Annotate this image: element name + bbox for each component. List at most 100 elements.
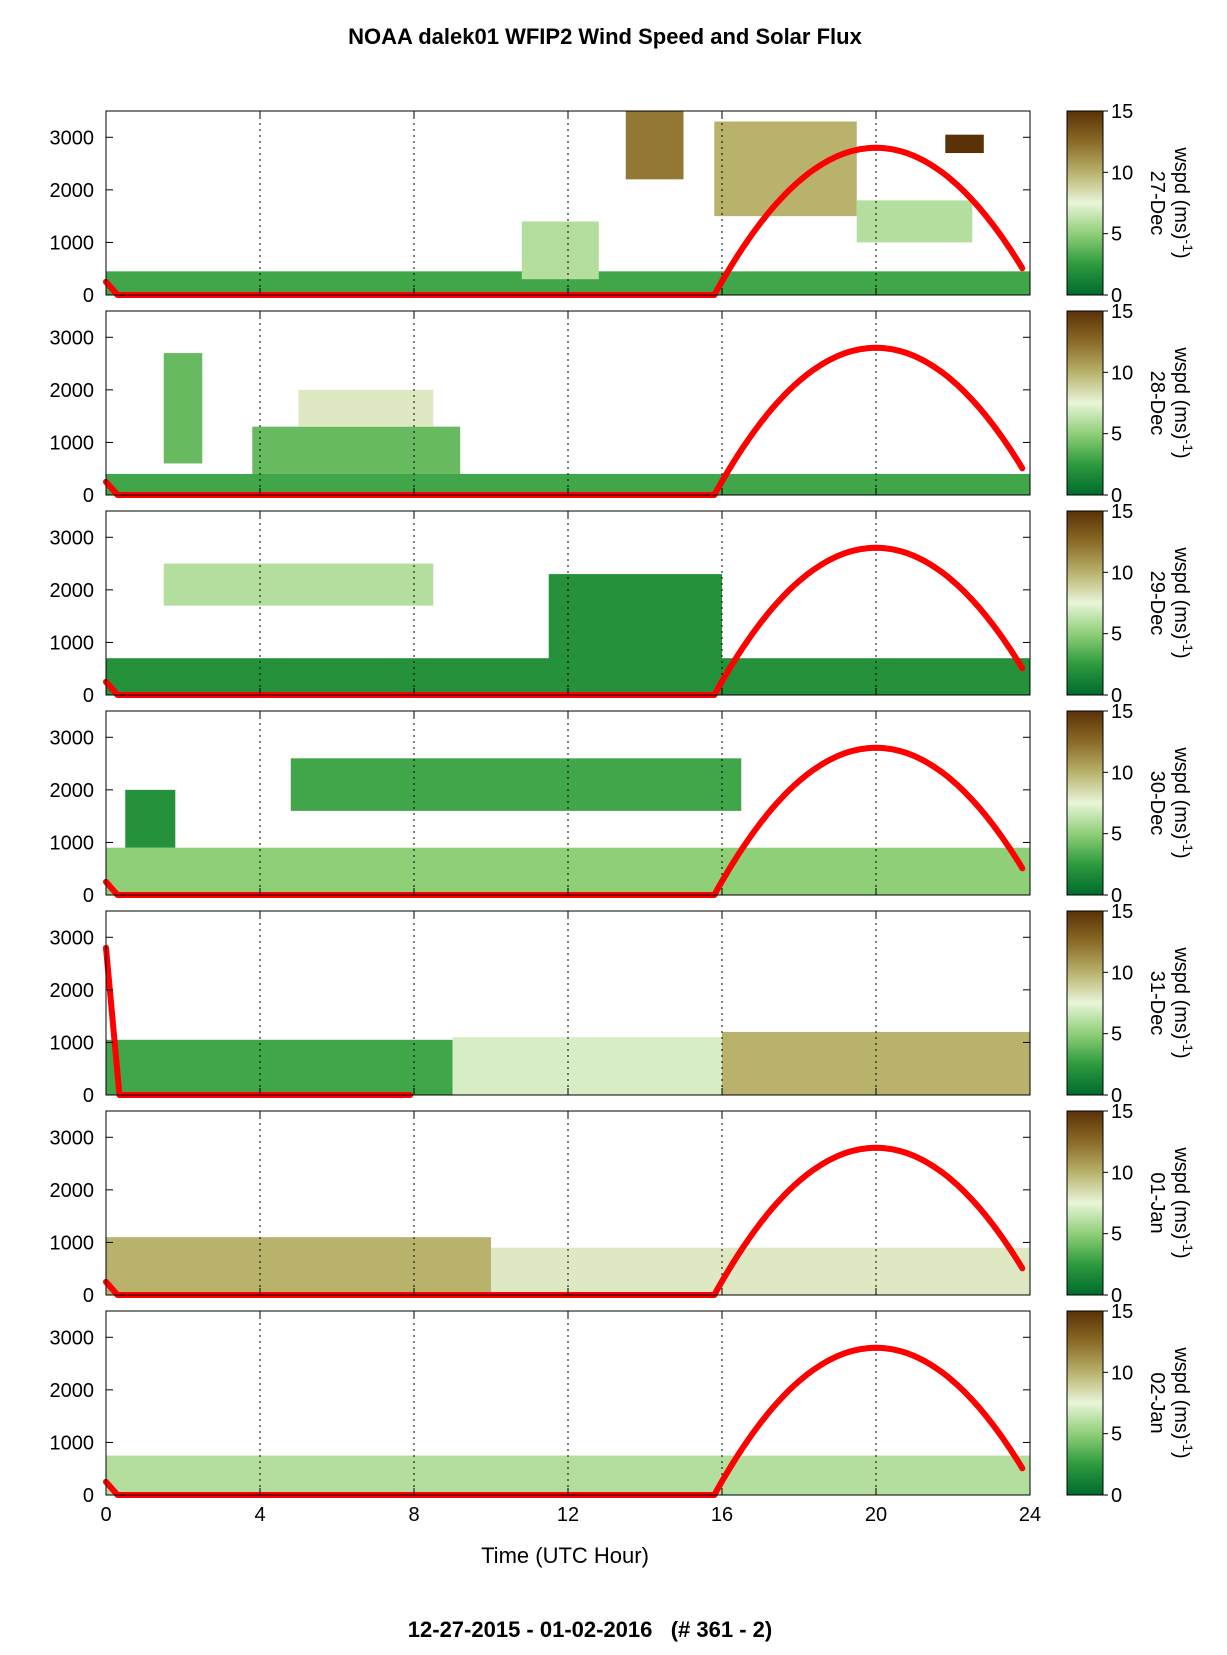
x-tick-label: 8 <box>408 1504 419 1526</box>
colorbar-tick-label: 5 <box>1111 1024 1122 1046</box>
solar-flux-curve <box>103 544 1026 698</box>
colorbar-tick-label: 0 <box>1111 485 1122 507</box>
y-tick-label: 1000 <box>50 432 95 454</box>
colorbar-27-Dec <box>1066 110 1104 296</box>
day-label: 02-Jan <box>1146 1372 1168 1433</box>
colorbar-tick-label: 15 <box>1111 1301 1133 1323</box>
colorbar-unit-close: ) <box>1170 852 1192 859</box>
colorbar-tick-label: 0 <box>1111 1285 1122 1307</box>
colorbar-unit-exp: -1 <box>1180 1440 1196 1453</box>
y-tick-label: 3000 <box>50 727 95 749</box>
colorbar-unit: wspd (ms) <box>1170 746 1192 839</box>
y-tick-label: 1000 <box>50 1032 95 1054</box>
y-tick-label: 1000 <box>50 632 95 654</box>
colorbar-tick-label: 15 <box>1111 501 1133 523</box>
colorbar-tick-label: 5 <box>1111 1424 1122 1446</box>
wind-cell-27-Dec-4 <box>856 200 973 243</box>
colorbar-tick-label: 10 <box>1111 1362 1133 1384</box>
colorbar-01-Jan <box>1066 1110 1104 1296</box>
wind-cell-28-Dec-1 <box>163 353 203 464</box>
colorbar-tick-label: 10 <box>1111 562 1133 584</box>
footer-date-range: 12-27-2015 - 01-02-2016 (# 361 - 2) <box>408 1617 772 1642</box>
colorbar-unit-exp: -1 <box>1180 1240 1196 1253</box>
panel-30-Dec: 0 1000 2000 3000 0 5 10 15 wspd (ms)-1) 30-Dec <box>50 701 1197 907</box>
colorbar-unit: wspd (ms) <box>1170 346 1192 439</box>
colorbar-unit-close: ) <box>1170 252 1192 259</box>
x-tick-label: 24 <box>1019 1504 1041 1526</box>
colorbar-unit-exp: -1 <box>1180 840 1196 853</box>
y-tick-label: 3000 <box>50 127 95 149</box>
y-tick-label: 0 <box>83 285 94 307</box>
colorbar-tick-label: 15 <box>1111 701 1133 723</box>
colorbar-unit: wspd (ms) <box>1170 1346 1192 1439</box>
y-tick-label: 2000 <box>50 980 95 1002</box>
colorbar-tick-label: 10 <box>1111 362 1133 384</box>
colorbar-tick-label: 15 <box>1111 301 1133 323</box>
colorbar-unit-close: ) <box>1170 652 1192 659</box>
panel-27-Dec: 0 1000 2000 3000 0 5 10 15 wspd (ms)-1) 27-Dec <box>50 101 1197 307</box>
panel-01-Jan: 0 1000 2000 3000 0 5 10 15 wspd (ms)-1) 01-Jan <box>50 1101 1197 1307</box>
solar-flux-curve <box>103 144 1026 298</box>
colorbar-unit: wspd (ms) <box>1170 546 1192 639</box>
colorbar-label: wspd (ms)-1) 31-Dec <box>1146 946 1196 1058</box>
colorbar-label: wspd (ms)-1) 27-Dec <box>1146 146 1196 258</box>
wind-cell-29-Dec-1 <box>163 563 434 606</box>
solar-flux-curve <box>103 344 1026 498</box>
y-tick-label: 3000 <box>50 1127 95 1149</box>
colorbar-tick-label: 0 <box>1111 1485 1122 1507</box>
colorbar-tick-label: 10 <box>1111 962 1133 984</box>
wind-cell-01-Jan-0 <box>106 1237 491 1295</box>
y-tick-label: 3000 <box>50 327 95 349</box>
colorbar-unit: wspd (ms) <box>1170 1146 1192 1239</box>
colorbar-tick-label: 5 <box>1111 1224 1122 1246</box>
x-tick-label: 0 <box>100 1504 111 1526</box>
x-tick-label: 4 <box>254 1504 265 1526</box>
colorbar-unit-exp: -1 <box>1180 240 1196 253</box>
wind-cell-30-Dec-1 <box>125 789 176 848</box>
colorbar-label: wspd (ms)-1) 29-Dec <box>1146 546 1196 658</box>
y-tick-label: 2000 <box>50 580 95 602</box>
colorbar-tick-label: 10 <box>1111 1162 1133 1184</box>
colorbar-31-Dec <box>1066 910 1104 1096</box>
panel-29-Dec: 0 1000 2000 3000 0 5 10 15 wspd (ms)-1) 29-Dec <box>50 501 1197 707</box>
colorbar-tick-label: 15 <box>1111 101 1133 123</box>
x-tick-label: 20 <box>865 1504 887 1526</box>
y-tick-label: 3000 <box>50 527 95 549</box>
solar-flux-curve <box>103 744 1026 898</box>
y-tick-label: 0 <box>83 1285 94 1307</box>
day-label: 27-Dec <box>1146 171 1168 235</box>
wind-cell-27-Dec-2 <box>625 111 684 180</box>
y-tick-label: 3000 <box>50 1327 95 1349</box>
wind-cell-28-Dec-0 <box>106 473 1030 495</box>
wind-cell-01-Jan-1 <box>491 1247 1030 1295</box>
colorbar-02-Jan <box>1066 1310 1104 1496</box>
y-tick-label: 1000 <box>50 1432 95 1454</box>
colorbar-unit-close: ) <box>1170 1252 1192 1259</box>
colorbar-tick-label: 5 <box>1111 424 1122 446</box>
colorbar-tick-label: 0 <box>1111 1085 1122 1107</box>
x-tick-label: 12 <box>557 1504 579 1526</box>
wind-cell-29-Dec-2 <box>548 574 722 664</box>
colorbar-tick-label: 15 <box>1111 901 1133 923</box>
day-label: 01-Jan <box>1146 1172 1168 1233</box>
colorbar-unit-close: ) <box>1170 1452 1192 1459</box>
wind-cell-27-Dec-1 <box>521 221 599 280</box>
x-axis-label: Time (UTC Hour) <box>481 1543 649 1568</box>
day-label: 31-Dec <box>1146 971 1168 1035</box>
y-tick-label: 0 <box>83 485 94 507</box>
y-tick-label: 0 <box>83 1085 94 1107</box>
solar-flux-curve <box>103 1144 1026 1298</box>
wind-cell-30-Dec-0 <box>106 847 1030 895</box>
colorbar-tick-label: 0 <box>1111 685 1122 707</box>
y-tick-label: 2000 <box>50 1180 95 1202</box>
wind-cell-27-Dec-3 <box>714 121 857 217</box>
colorbar-unit-exp: -1 <box>1180 640 1196 653</box>
colorbar-tick-label: 15 <box>1111 1101 1133 1123</box>
colorbar-unit-close: ) <box>1170 1052 1192 1059</box>
colorbar-unit-exp: -1 <box>1180 440 1196 453</box>
colorbar-unit: wspd (ms) <box>1170 146 1192 239</box>
colorbar-tick-label: 5 <box>1111 224 1122 246</box>
colorbar-tick-label: 0 <box>1111 285 1122 307</box>
